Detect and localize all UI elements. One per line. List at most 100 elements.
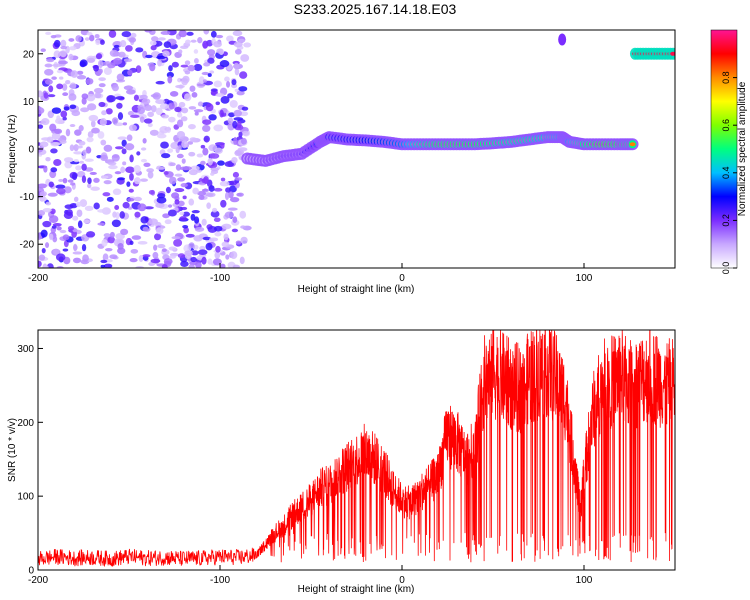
noise-cell	[46, 58, 55, 63]
noise-cell	[79, 61, 87, 68]
noise-cell	[155, 99, 166, 105]
noise-cell	[215, 93, 225, 97]
noise-cell	[109, 231, 115, 238]
noise-cell	[159, 126, 169, 134]
noise-cell	[72, 251, 83, 255]
colorbar: 0.0 0.2 0.4 0.6 0.8 Normalized spectral ampl…	[710, 29, 748, 274]
noise-cell	[67, 225, 75, 231]
noise-cell	[53, 142, 61, 146]
noise-cell	[53, 50, 61, 59]
noise-cell	[127, 69, 133, 76]
noise-cell	[48, 181, 55, 188]
noise-cell	[157, 37, 166, 41]
noise-cell	[80, 107, 90, 113]
noise-cell	[223, 233, 229, 241]
noise-cell	[97, 131, 105, 139]
noise-cell	[111, 84, 119, 92]
noise-cell	[208, 185, 215, 192]
noise-cell	[214, 251, 221, 259]
noise-cell	[52, 235, 58, 243]
noise-cell	[140, 158, 147, 163]
noise-cell	[117, 177, 126, 181]
noise-cell	[87, 177, 92, 185]
noise-cell	[43, 165, 48, 173]
noise-cell	[97, 60, 104, 68]
noise-cell	[155, 107, 163, 116]
noise-cell	[174, 188, 185, 193]
noise-cell	[205, 192, 216, 198]
noise-cell	[73, 243, 78, 252]
noise-cell	[98, 77, 106, 82]
noise-cell	[100, 139, 107, 146]
noise-cell	[127, 197, 135, 202]
noise-cell	[113, 57, 122, 65]
noise-cell	[209, 70, 215, 74]
noise-cell	[178, 101, 186, 108]
noise-cell	[193, 235, 203, 242]
noise-cell	[109, 49, 119, 57]
noise-cell	[152, 251, 159, 259]
noise-cell	[65, 128, 71, 137]
noise-cell	[123, 58, 133, 63]
noise-cell	[178, 30, 188, 38]
noise-cell	[89, 34, 95, 42]
noise-cell	[161, 264, 168, 268]
noise-cell	[161, 114, 169, 119]
noise-cell	[101, 175, 109, 179]
noise-cell	[160, 141, 169, 149]
noise-cell	[93, 202, 100, 210]
noise-cell	[81, 93, 89, 100]
noise-cell	[237, 147, 248, 152]
y-tick-label: 10	[23, 97, 35, 108]
noise-cell	[168, 102, 175, 110]
noise-cell	[135, 47, 144, 53]
noise-cell	[210, 210, 220, 218]
noise-cell	[234, 88, 239, 93]
noise-cell	[45, 156, 51, 162]
noise-cell	[118, 51, 126, 58]
noise-cell	[81, 243, 87, 252]
noise-cell	[181, 158, 186, 164]
noise-cell	[84, 167, 94, 172]
noise-cell	[148, 218, 158, 225]
noise-cell	[50, 34, 57, 39]
noise-cell	[101, 110, 107, 116]
noise-cell	[71, 172, 78, 181]
noise-cell	[117, 136, 127, 140]
noise-cell	[197, 37, 203, 44]
noise-cell	[90, 120, 96, 128]
noise-cell	[206, 202, 212, 209]
noise-cell	[127, 206, 133, 210]
noise-cell	[38, 254, 46, 261]
noise-cell	[182, 211, 191, 217]
colorbar-ticks: 0.0 0.2 0.4 0.6 0.8	[721, 71, 737, 274]
noise-cell	[227, 117, 234, 124]
noise-cell	[177, 253, 186, 259]
noise-cell	[168, 176, 177, 185]
noise-cell	[65, 80, 71, 85]
noise-cell	[103, 144, 113, 152]
colorbar-tick-label: 0.8	[721, 71, 731, 84]
noise-cell	[99, 39, 105, 45]
noise-cell	[229, 99, 238, 108]
noise-cell	[131, 235, 142, 240]
noise-cell	[75, 201, 82, 208]
noise-cell	[123, 85, 134, 91]
y-tick-label: -20	[20, 240, 35, 251]
noise-cell	[70, 70, 78, 78]
noise-cell	[105, 247, 113, 252]
noise-cell	[219, 60, 230, 68]
noise-cell	[149, 63, 156, 72]
noise-cell	[229, 180, 238, 186]
noise-cell	[142, 138, 147, 144]
snr-marks	[38, 330, 675, 567]
noise-cell	[147, 111, 155, 118]
noise-cell	[232, 120, 238, 129]
noise-cell	[86, 57, 96, 63]
noise-cell	[75, 165, 82, 171]
noise-cell	[81, 163, 87, 171]
noise-cell	[112, 211, 117, 218]
noise-cell	[124, 143, 135, 151]
noise-cell	[203, 135, 210, 143]
noise-cell	[63, 157, 74, 163]
